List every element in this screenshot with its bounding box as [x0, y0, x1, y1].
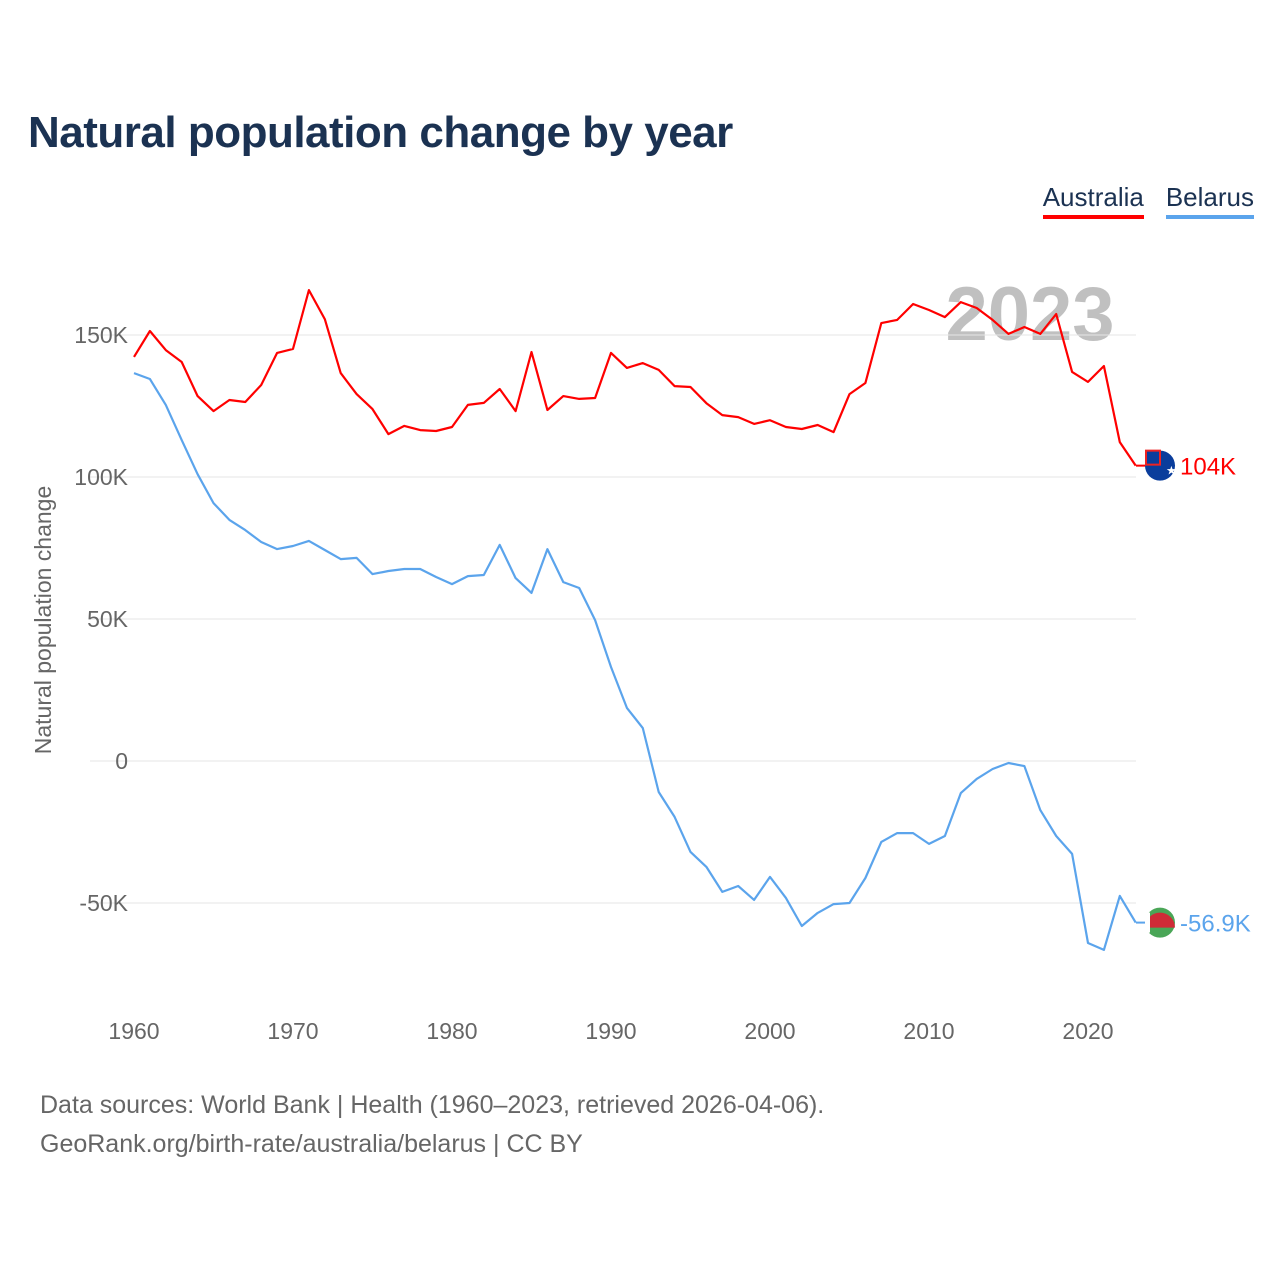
- x-tick-label: 1980: [426, 1018, 477, 1044]
- australia-flag-union: [1145, 449, 1161, 466]
- x-tick-label: 1990: [585, 1018, 636, 1044]
- y-tick-label: 100K: [74, 464, 128, 490]
- series-line-belarus: [133, 372, 1137, 952]
- y-tick-label: 150K: [74, 322, 128, 348]
- australia-flag-star: ★: [1166, 464, 1177, 478]
- year-watermark: 2023: [945, 272, 1114, 357]
- belarus-flag-ornament: [1145, 912, 1150, 933]
- belarus-flag-red: [1145, 912, 1175, 928]
- series-line-australia: [133, 289, 1137, 467]
- legend-item-belarus[interactable]: Belarus: [1165, 182, 1254, 219]
- end-value-label: -56.9K: [1180, 911, 1251, 938]
- source-note: Data sources: World Bank | Health (1960–…: [40, 1086, 824, 1164]
- y-tick-label: -50K: [79, 890, 128, 916]
- y-tick-label: 50K: [87, 606, 129, 632]
- x-tick-label: 2000: [744, 1018, 795, 1044]
- y-tick-label: 0: [115, 748, 128, 774]
- x-tick-label: 1970: [267, 1018, 318, 1044]
- y-axis-label: Natural population change: [30, 486, 56, 755]
- x-tick-label: 2010: [903, 1018, 954, 1044]
- end-value-label: 104K: [1180, 454, 1236, 481]
- chart-title: Natural population change by year: [28, 108, 733, 157]
- x-tick-label: 2020: [1062, 1018, 1113, 1044]
- source-line-1: Data sources: World Bank | Health (1960–…: [40, 1091, 825, 1119]
- source-line-2[interactable]: GeoRank.org/birth-rate/australia/belarus…: [40, 1130, 583, 1158]
- legend: Australia Belarus: [1042, 182, 1254, 219]
- legend-item-australia[interactable]: Australia: [1042, 182, 1144, 219]
- x-tick-label: 1960: [108, 1018, 159, 1044]
